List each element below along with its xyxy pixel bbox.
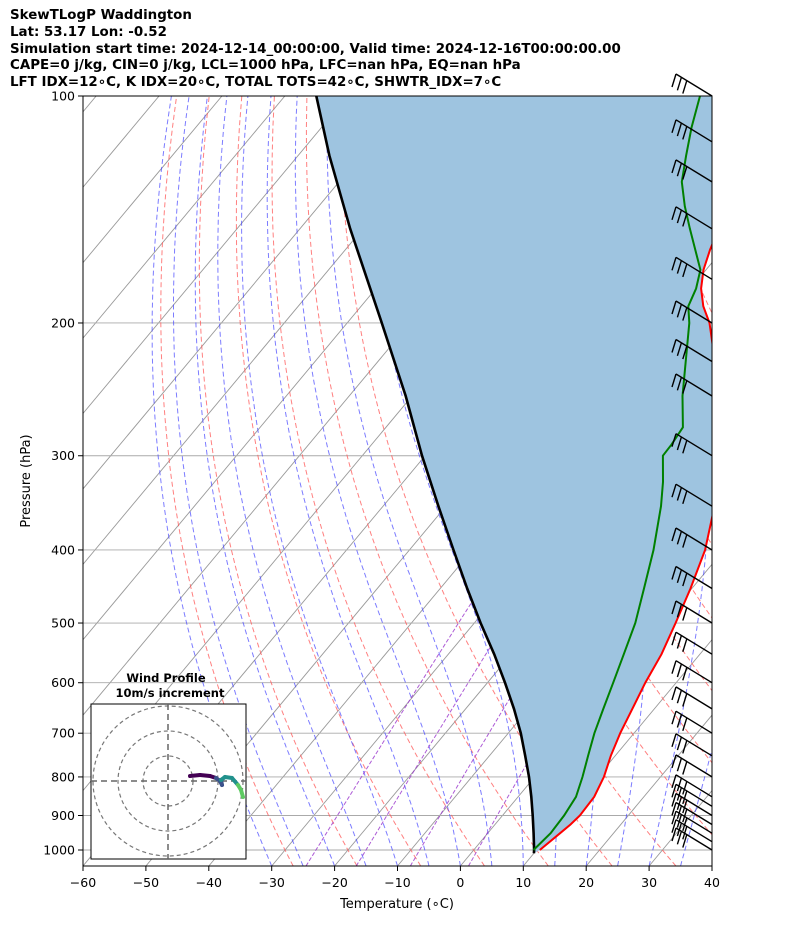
dewpoint-line xyxy=(532,96,702,851)
x-tick-label: 40 xyxy=(704,875,720,890)
isotherm-line xyxy=(83,96,286,339)
dry-adiabat xyxy=(305,96,549,866)
x-tick-label: −10 xyxy=(384,875,410,890)
wind-barb xyxy=(671,792,713,817)
wind-barb xyxy=(671,660,713,684)
moist-adiabat xyxy=(194,96,336,866)
x-tick-label: 0 xyxy=(456,875,464,890)
hodograph-title: Wind Profile xyxy=(126,671,206,685)
dry-adiabat xyxy=(763,96,794,866)
moist-adiabat xyxy=(711,864,712,866)
y-tick-label: 400 xyxy=(51,542,75,557)
chart-header: SkewTLogP Waddington Lat: 53.17 Lon: -0.… xyxy=(10,8,621,92)
dry-adiabat xyxy=(731,96,794,866)
wind-barb xyxy=(671,373,713,397)
parcel-profile-line xyxy=(315,96,536,854)
hodograph-trace-segment xyxy=(239,788,245,799)
dry-adiabat xyxy=(160,96,294,866)
isotherm-line xyxy=(775,96,794,866)
dry-adiabat xyxy=(271,96,485,866)
wind-barb xyxy=(671,119,713,143)
wind-barb xyxy=(671,710,713,734)
y-tick-label: 100 xyxy=(51,89,75,104)
isotherm-line xyxy=(83,96,97,113)
x-tick-label: −20 xyxy=(321,875,347,890)
wind-barb xyxy=(671,686,713,710)
hodograph-subtitle: 10m/s increment xyxy=(116,686,225,700)
wind-barb xyxy=(671,783,713,807)
moist-adiabat xyxy=(326,96,493,866)
wind-barb xyxy=(671,801,713,826)
wind-barb xyxy=(671,256,713,280)
isotherm-line xyxy=(585,714,712,866)
wind-barb xyxy=(671,600,713,624)
moist-adiabat xyxy=(294,96,461,866)
isotherm-line xyxy=(522,639,712,866)
dry-adiabat xyxy=(198,96,358,866)
isotherm-line xyxy=(397,488,712,866)
wind-barb xyxy=(671,73,713,97)
x-tick-label: −60 xyxy=(70,875,96,890)
moist-adiabat xyxy=(362,96,524,866)
moist-adiabat xyxy=(217,96,367,866)
wind-barb xyxy=(671,206,713,230)
x-tick-label: −50 xyxy=(133,875,159,890)
wind-barb xyxy=(671,754,713,778)
y-tick-label: 700 xyxy=(51,726,75,741)
x-tick-label: −30 xyxy=(259,875,285,890)
wind-barb xyxy=(671,483,713,507)
x-tick-label: 20 xyxy=(578,875,594,890)
wind-barb xyxy=(671,433,713,457)
wind-barb xyxy=(671,338,713,363)
x-tick-label: −40 xyxy=(196,875,222,890)
wind-barb xyxy=(671,631,713,655)
location-line: Lat: 53.17 Lon: -0.52 xyxy=(10,24,167,40)
hodograph-inset: Wind Profile 10m/s increment xyxy=(90,671,247,860)
wind-barb xyxy=(671,733,713,757)
x-tick-label: 30 xyxy=(641,875,657,890)
y-tick-label: 500 xyxy=(51,616,75,631)
wind-barb xyxy=(671,527,713,551)
y-tick-label: 600 xyxy=(51,675,75,690)
isotherm-line xyxy=(83,96,223,264)
isotherm-line xyxy=(711,865,712,866)
wind-barb xyxy=(671,810,713,834)
wind-barb xyxy=(671,774,713,798)
moist-adiabat xyxy=(151,96,273,866)
y-tick-label: 900 xyxy=(51,808,75,823)
moist-adiabat xyxy=(241,96,398,866)
y-tick-label: 800 xyxy=(51,769,75,784)
wind-barb xyxy=(671,159,713,183)
y-tick-label: 300 xyxy=(51,448,75,463)
cape-line: CAPE=0 j/kg, CIN=0 j/kg, LCL=1000 hPa, L… xyxy=(10,58,521,74)
stability-line: LFT IDX=12∘C, K IDX=20∘C, TOTAL TOTS=42∘… xyxy=(10,75,502,91)
y-tick-label: 1000 xyxy=(43,843,75,858)
mixing-ratio-line xyxy=(305,549,506,866)
x-axis-label: Temperature (∘C) xyxy=(339,897,454,912)
chart-title: SkewTLogP Waddington xyxy=(10,8,192,23)
wind-barb xyxy=(671,565,713,590)
temperature-line xyxy=(539,242,712,851)
y-tick-label: 200 xyxy=(51,315,75,330)
cin-shading xyxy=(316,96,712,854)
moist-adiabat xyxy=(173,96,304,866)
y-axis-label: Pressure (hPa) xyxy=(19,434,34,527)
isotherm-line xyxy=(83,96,349,415)
time-line: Simulation start time: 2024-12-14_00:00:… xyxy=(10,41,621,57)
x-tick-label: 10 xyxy=(515,875,531,890)
isotherm-line xyxy=(83,96,412,490)
wind-barb xyxy=(671,300,713,324)
wind-barb xyxy=(671,827,713,851)
moist-adiabat xyxy=(266,96,430,866)
wind-barb xyxy=(671,819,713,843)
